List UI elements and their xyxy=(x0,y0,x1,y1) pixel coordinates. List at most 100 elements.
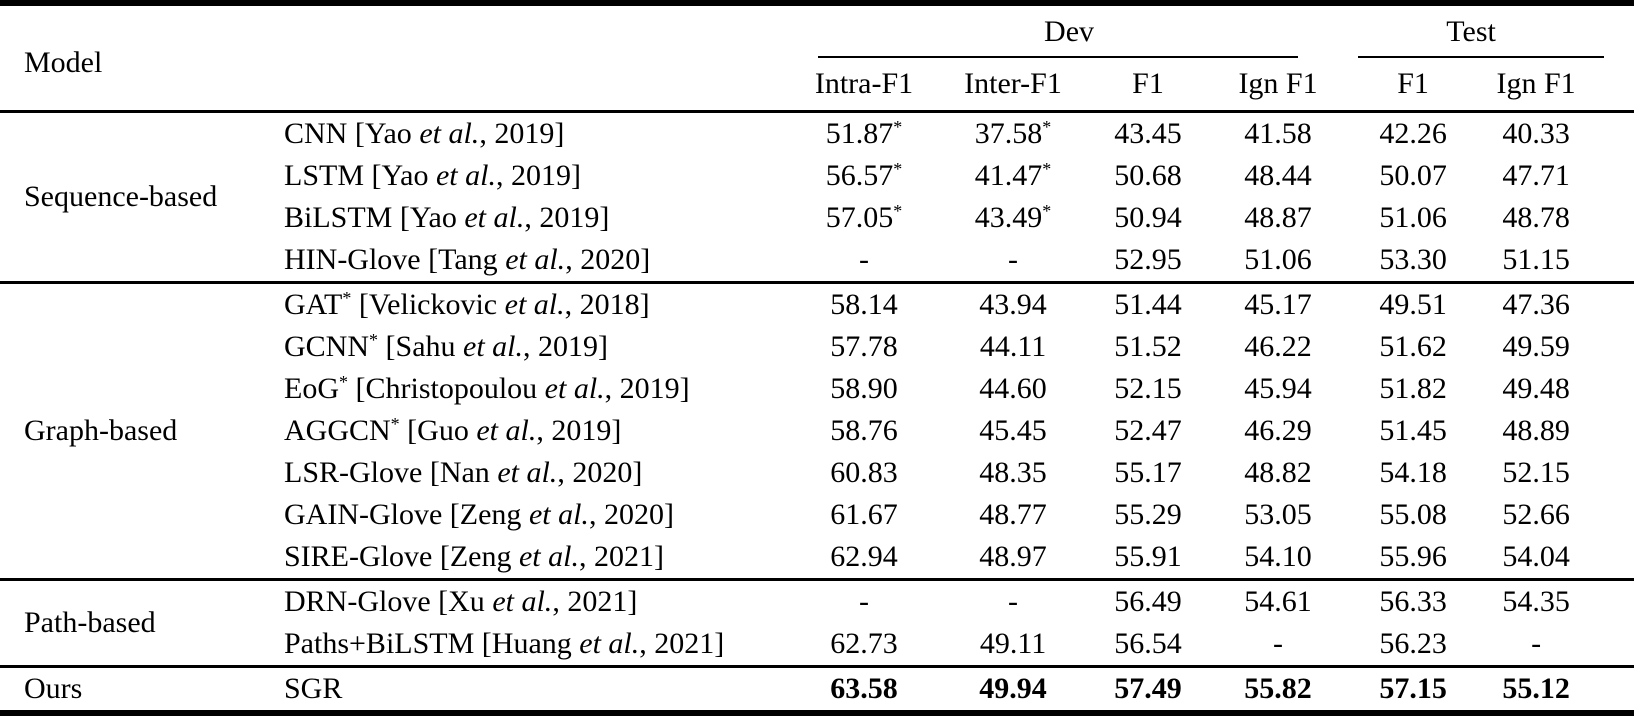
metric-cell: 52.15 xyxy=(1502,456,1570,489)
column-header-test-f1: F1 xyxy=(1397,67,1429,100)
metric-cell: 60.83 xyxy=(830,456,898,489)
header-group-row: Model Dev Test xyxy=(0,3,1634,79)
metric-cell: 51.82 xyxy=(1379,372,1447,405)
table-row: GCNN* [Sahu et al., 2019] 57.78 44.11 51.52… xyxy=(0,326,1634,368)
metric-cell: 41.58 xyxy=(1244,117,1312,150)
metric-cell: 37.58* xyxy=(974,117,1052,150)
metric-cell: 42.26 xyxy=(1379,117,1447,150)
etal-text: et al. xyxy=(497,456,558,489)
metric-cell: 56.49 xyxy=(1114,585,1182,618)
metric-cell: 49.51 xyxy=(1379,288,1447,321)
model-name-cell: EoG* [Christopoulou et al., 2019] xyxy=(284,372,690,405)
table-row: GAIN-Glove [Zeng et al., 2020] 61.67 48.77… xyxy=(0,494,1634,536)
metric-cell: 58.14 xyxy=(830,288,898,321)
metric-cell: 57.78 xyxy=(830,330,898,363)
metric-cell: 48.87 xyxy=(1244,201,1312,234)
metric-cell: 45.17 xyxy=(1244,288,1312,321)
metric-cell: 50.68 xyxy=(1114,159,1182,192)
metric-cell: 48.44 xyxy=(1244,159,1312,192)
metric-cell: 48.78 xyxy=(1502,201,1570,234)
test-cmidrule xyxy=(1358,56,1605,58)
model-name-cell: AGGCN* [Guo et al., 2019] xyxy=(284,414,622,447)
model-name-cell: SIRE-Glove [Zeng et al., 2021] xyxy=(284,540,664,573)
metric-cell: 48.82 xyxy=(1244,456,1312,489)
etal-text: et al. xyxy=(419,117,480,150)
table-row: LSTM [Yao et al., 2019] 56.57* 41.47* 50.68… xyxy=(0,155,1634,197)
metric-cell: 43.94 xyxy=(979,288,1047,321)
etal-text: et al. xyxy=(504,288,565,321)
metric-cell: 45.94 xyxy=(1244,372,1312,405)
table-row: LSR-Glove [Nan et al., 2020] 60.83 48.35 55… xyxy=(0,452,1634,494)
dev-group-label: Dev xyxy=(1044,15,1095,48)
metric-cell: 56.23 xyxy=(1379,627,1447,660)
group-cell: Graph-based xyxy=(24,414,178,447)
metric-cell: 53.05 xyxy=(1244,498,1312,531)
etal-text: et al. xyxy=(544,372,605,405)
metric-cell: 47.36 xyxy=(1502,288,1570,321)
metric-cell: 50.07 xyxy=(1379,159,1447,192)
metric-cell: - xyxy=(859,585,870,618)
metric-cell: 54.18 xyxy=(1379,456,1447,489)
metric-cell: 54.10 xyxy=(1244,540,1312,573)
group-cell: Path-based xyxy=(24,606,156,639)
metric-cell: 55.29 xyxy=(1114,498,1182,531)
metric-cell: 57.15 xyxy=(1379,672,1447,705)
column-header-test-ign-f1: Ign F1 xyxy=(1496,67,1576,100)
table-row: EoG* [Christopoulou et al., 2019] 58.90 44… xyxy=(0,368,1634,410)
table-row: Ours SGR 63.58 49.94 57.49 55.82 57.15 55.12 xyxy=(0,667,1634,714)
metric-cell: 56.57* xyxy=(825,159,903,192)
etal-text: et al. xyxy=(463,330,524,363)
metric-cell: 49.59 xyxy=(1502,330,1570,363)
metric-cell: 61.67 xyxy=(830,498,898,531)
metric-cell: - xyxy=(859,243,870,276)
model-name-cell: LSTM [Yao et al., 2019] xyxy=(284,159,581,192)
metric-cell: 62.94 xyxy=(830,540,898,573)
metric-cell: 56.54 xyxy=(1114,627,1182,660)
asterisk-marker: * xyxy=(1042,159,1052,180)
model-name-cell: GAT* [Velickovic et al., 2018] xyxy=(284,288,650,321)
metric-cell: 48.77 xyxy=(979,498,1047,531)
metric-cell: 57.49 xyxy=(1114,672,1182,705)
metric-cell: 63.58 xyxy=(830,672,898,705)
model-name-cell: GAIN-Glove [Zeng et al., 2020] xyxy=(284,498,674,531)
model-name-cell: LSR-Glove [Nan et al., 2020] xyxy=(284,456,643,489)
asterisk-marker: * xyxy=(1042,201,1052,222)
asterisk-marker: * xyxy=(369,330,379,351)
metric-cell: 51.45 xyxy=(1379,414,1447,447)
etal-text: et al. xyxy=(492,585,553,618)
table-row: Graph-based GAT* [Velickovic et al., 2018… xyxy=(0,283,1634,447)
section-graph-based: Graph-based GAT* [Velickovic et al., 2018… xyxy=(0,282,1634,580)
metric-cell: 49.94 xyxy=(979,672,1047,705)
metric-cell: 49.48 xyxy=(1502,372,1570,405)
metric-cell: 48.35 xyxy=(979,456,1047,489)
asterisk-marker: * xyxy=(893,201,903,222)
asterisk-marker: * xyxy=(339,372,348,393)
dev-group-header: Dev xyxy=(790,3,1348,58)
section-path-based: Path-based DRN-Glove [Xu et al., 2021] - - 5… xyxy=(0,579,1634,667)
metric-cell: 49.11 xyxy=(979,627,1047,660)
model-name-cell: CNN [Yao et al., 2019] xyxy=(284,117,565,150)
metric-cell: - xyxy=(1008,243,1019,276)
model-name-cell: DRN-Glove [Xu et al., 2021] xyxy=(284,585,638,618)
metric-cell: 52.66 xyxy=(1502,498,1570,531)
metric-cell: 55.82 xyxy=(1244,672,1312,705)
header-columns-row: Intra-F1 Inter-F1 F1 Ign F1 F1 Ign F1 xyxy=(0,58,1634,112)
table-row: Paths+BiLSTM [Huang et al., 2021] 62.73 49… xyxy=(0,623,1634,667)
column-header-dev-ign-f1: Ign F1 xyxy=(1238,67,1318,100)
metric-cell: - xyxy=(1273,627,1284,660)
table-row: BiLSTM [Yao et al., 2019] 57.05* 43.49* 50.… xyxy=(0,197,1634,239)
metric-cell: 46.29 xyxy=(1244,414,1312,447)
metric-cell: 51.62 xyxy=(1379,330,1447,363)
metric-cell: 40.33 xyxy=(1502,117,1570,150)
metric-cell: 51.06 xyxy=(1379,201,1447,234)
asterisk-marker: * xyxy=(893,159,903,180)
section-ours: Ours SGR 63.58 49.94 57.49 55.82 57.15 55.12 xyxy=(0,666,1634,714)
column-header-dev-f1: F1 xyxy=(1132,67,1164,100)
metric-cell: 46.22 xyxy=(1244,330,1312,363)
metric-cell: 47.71 xyxy=(1502,159,1570,192)
table-row: Path-based DRN-Glove [Xu et al., 2021] - - 5… xyxy=(0,580,1634,639)
metric-cell: - xyxy=(1531,627,1542,660)
table-header: Model Dev Test Intra-F1 Inter-F1 F1 Ign … xyxy=(0,3,1634,112)
